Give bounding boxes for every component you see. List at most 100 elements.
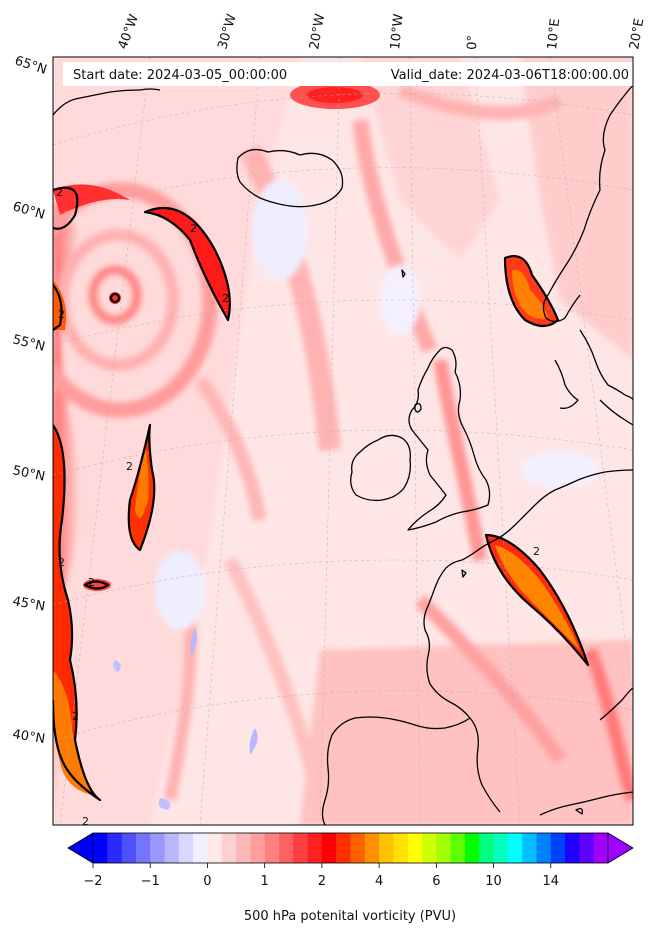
colorbar-tick-label: 2 — [318, 874, 326, 889]
pv-field-fill — [53, 57, 633, 825]
contour-label: 2 — [88, 576, 95, 589]
negative-pv-patch — [249, 728, 258, 755]
colorbar-swatch — [436, 833, 452, 863]
colorbar-swatch — [364, 833, 380, 863]
colorbar-min-extend — [68, 833, 93, 863]
colorbar-swatch — [321, 833, 337, 863]
colorbar-swatch — [507, 833, 523, 863]
contour-label: 2 — [533, 545, 540, 558]
contour-label: 2 — [82, 815, 89, 828]
colorbar-swatch — [278, 833, 294, 863]
colorbar-swatch — [350, 833, 366, 863]
lat-label: 50°N — [11, 463, 46, 484]
valid-date-label: Valid_date: 2024-03-06T18:00:00.00 — [391, 68, 629, 83]
colorbar-swatch — [107, 833, 123, 863]
colorbar-tick-label: 10 — [485, 874, 502, 889]
island — [461, 569, 467, 578]
colorbar-swatch — [135, 833, 151, 863]
colorbar-tick-label: −2 — [83, 874, 102, 889]
island — [414, 403, 422, 413]
map-frame — [52, 56, 634, 826]
colorbar-swatch — [479, 833, 494, 863]
colorbar-swatch — [236, 833, 251, 863]
lon-label: 0° — [465, 35, 481, 50]
colorbar-swatch — [579, 833, 595, 863]
colorbar-swatch — [293, 833, 308, 863]
lat-label: 65°N — [13, 54, 49, 78]
colorbar-tick-label: 4 — [375, 874, 383, 889]
contour-label: 2 — [72, 710, 79, 723]
lon-label: 10°W — [388, 13, 407, 50]
colorbar-tick-label: 1 — [261, 874, 269, 889]
colorbar-swatch — [93, 833, 108, 863]
start-date-label: Start date: 2024-03-05_00:00:00 — [73, 68, 287, 83]
lat-label: 45°N — [11, 594, 46, 614]
negative-pv-patch — [113, 660, 121, 672]
contour-label: 2 — [58, 556, 65, 569]
colorbar-swatch — [536, 833, 552, 863]
colorbar-swatch — [422, 833, 437, 863]
colorbar-swatch — [164, 833, 180, 863]
negative-pv-patch — [158, 798, 171, 810]
contour-label: 2 — [190, 222, 197, 235]
lon-label: 30°W — [215, 12, 239, 51]
lat-label: 55°N — [11, 332, 46, 354]
greenland-coast — [53, 88, 161, 116]
colorbar-swatch — [250, 833, 266, 863]
colorbar-swatch — [150, 833, 165, 863]
scandinavia-coast — [579, 329, 633, 401]
colorbar-swatch — [121, 833, 137, 863]
colorbar-swatch — [565, 833, 580, 863]
negative-pv-patch — [190, 628, 197, 655]
colorbar-swatch — [207, 833, 223, 863]
colorbar: −2 −1 0 1 2 4 6 10 14 500 hPa potenital vorticit… — [67, 832, 634, 924]
coastlines — [53, 84, 633, 825]
colorbar-swatch — [393, 833, 409, 863]
colorbar-tick-label: 14 — [543, 874, 560, 889]
colorbar-swatch — [522, 833, 537, 863]
lat-label: 60°N — [11, 199, 47, 222]
iberia-south — [469, 717, 501, 813]
contour-labels: 2 2 2 2 2 2 2 2 2 2 — [56, 186, 540, 828]
colorbar-swatch — [593, 833, 609, 863]
colorbar-max-extend — [608, 833, 633, 863]
lon-label: 10°E — [545, 18, 563, 51]
colorbar-swatches — [93, 833, 609, 863]
colorbar-label: 500 hPa potenital vorticity (PVU) — [244, 909, 456, 924]
baltic-coast — [599, 399, 633, 426]
date-banner — [63, 62, 633, 86]
faroe-islands — [401, 269, 406, 278]
latitude-labels: 65°N 60°N 55°N 50°N 45°N 40°N — [11, 54, 49, 748]
colorbar-swatch — [379, 833, 394, 863]
colorbar-swatch — [336, 833, 351, 863]
colorbar-swatch — [193, 833, 208, 863]
ireland-coast — [350, 434, 412, 502]
mediterranean-coast — [539, 791, 633, 816]
colorbar-swatch — [493, 833, 509, 863]
pv-2-contours — [53, 186, 590, 802]
colorbar-ticks: −2 −1 0 1 2 4 6 10 14 — [83, 863, 559, 889]
denmark-coast — [554, 359, 579, 409]
lon-label: 40°W — [116, 12, 142, 51]
lat-label: 40°N — [11, 727, 46, 747]
contour-label: 2 — [126, 460, 133, 473]
colorbar-swatch — [178, 833, 194, 863]
contour-label: 2 — [56, 186, 63, 199]
longitude-labels: 40°W 30°W 20°W 10°W 0° 10°E 20°E — [116, 12, 648, 51]
colorbar-swatch — [464, 833, 480, 863]
colorbar-tick-label: 0 — [203, 874, 211, 889]
iberia-coast — [321, 716, 471, 825]
colorbar-swatch — [550, 833, 566, 863]
colorbar-swatch — [221, 833, 237, 863]
iceland-coast — [236, 148, 344, 208]
colorbar-swatch — [264, 833, 280, 863]
contour-label: 2 — [58, 308, 65, 321]
colorbar-tick-label: 6 — [432, 874, 440, 889]
colorbar-frame — [92, 832, 609, 864]
colorbar-tick-label: −1 — [141, 874, 160, 889]
great-britain-coast — [407, 346, 491, 531]
colorbar-arrow-outline — [607, 832, 634, 864]
high-pv-features — [53, 81, 588, 800]
island — [575, 808, 584, 815]
